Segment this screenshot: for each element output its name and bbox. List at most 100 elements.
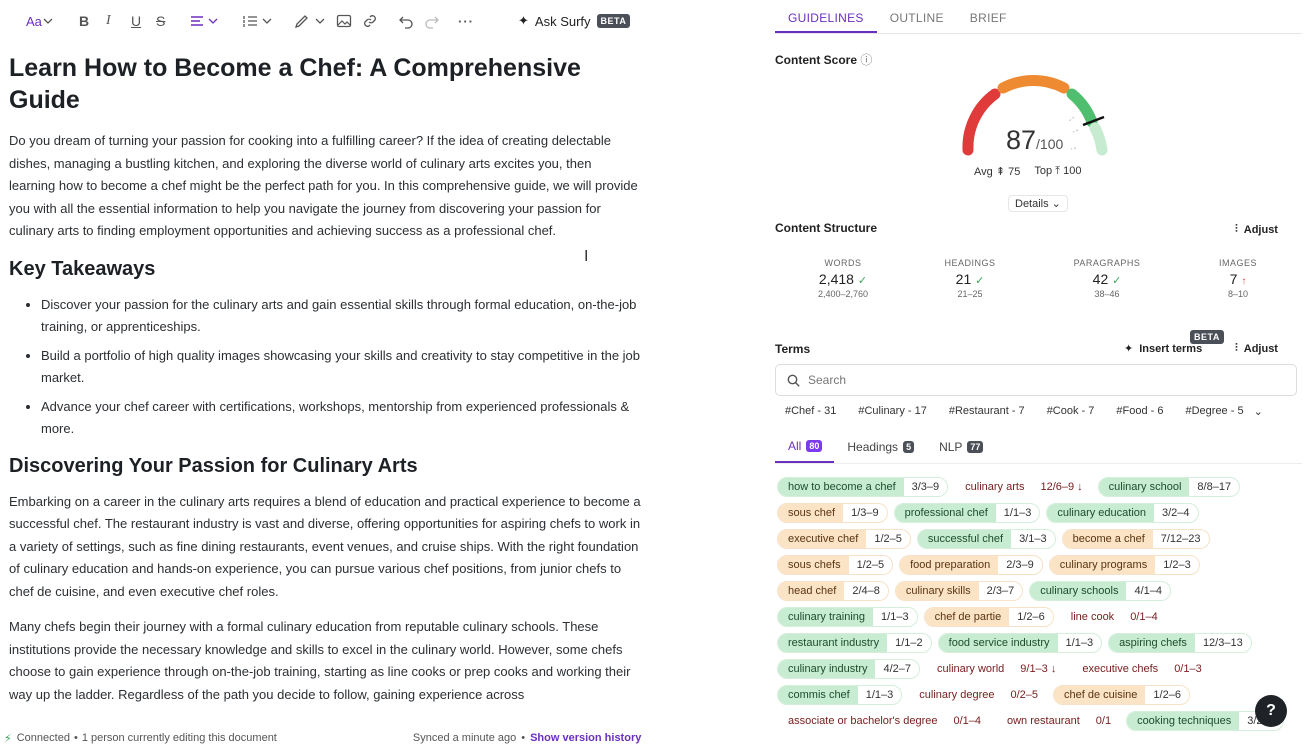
version-history-link[interactable]: Show version history: [530, 732, 642, 744]
help-button[interactable]: ?: [1255, 695, 1287, 727]
tab-nlp[interactable]: NLP 77: [926, 436, 995, 463]
avg-score: Avg ⇞ 75: [974, 166, 1021, 178]
connection-status: Connected: [16, 732, 70, 744]
more-options-button[interactable]: ···: [458, 13, 474, 29]
takeaways-list: Discover your passion for the culinary a…: [41, 294, 641, 441]
insert-link-button[interactable]: [362, 12, 378, 30]
chevron-down-icon[interactable]: ⌄: [1253, 406, 1263, 418]
term-chip[interactable]: professional chef 1/1–3: [893, 503, 1041, 523]
info-icon[interactable]: ⓘ: [860, 53, 873, 67]
italic-button[interactable]: I: [106, 13, 111, 28]
term-chip[interactable]: culinary programs 1/2–3: [1048, 555, 1200, 575]
term-count: 1/2–6: [1153, 689, 1181, 701]
font-label: Aa: [26, 13, 42, 29]
list-item[interactable]: Build a portfolio of high quality images…: [41, 345, 641, 390]
term-chip[interactable]: culinary degree 0/2–5: [908, 685, 1047, 705]
term-chip[interactable]: line cook 0/1–4: [1060, 607, 1167, 627]
term-name: executive chef: [778, 530, 867, 548]
term-chip[interactable]: sous chef 1/3–9: [777, 503, 888, 523]
intro-paragraph[interactable]: Do you dream of turning your passion for…: [9, 133, 638, 238]
paragraph[interactable]: Embarking on a career in the culinary ar…: [9, 493, 641, 599]
topic-filter[interactable]: #Cook - 7: [1046, 405, 1095, 417]
underline-button[interactable]: U: [131, 13, 142, 29]
text-cursor-icon: I: [584, 248, 589, 265]
document-title[interactable]: Learn How to Become a Chef: A Comprehens…: [9, 54, 581, 114]
term-name: cooking techniques: [1127, 712, 1240, 730]
bold-button[interactable]: B: [79, 13, 90, 29]
term-name: become a chef: [1062, 530, 1153, 548]
paragraph[interactable]: Many chefs begin their journey with a fo…: [9, 619, 631, 702]
tab-headings[interactable]: Headings 5: [834, 436, 926, 463]
term-chip[interactable]: sous chefs 1/2–5: [777, 555, 894, 575]
term-count: 2/3–7: [986, 585, 1015, 597]
adjust-terms-button[interactable]: ⫶ Adjust: [1235, 342, 1278, 355]
font-style-dropdown[interactable]: Aa: [26, 12, 54, 30]
term-chip[interactable]: own restaurant 0/1: [996, 711, 1120, 731]
term-chip[interactable]: commis chef 1/1–3: [777, 685, 903, 705]
check-icon: ✓: [1112, 275, 1122, 287]
term-chip[interactable]: cooking techniques3/2–9: [1126, 711, 1284, 731]
metric-paragraphs: PARAGRAPHS 42 ✓ 38–46: [1073, 258, 1141, 299]
list-item[interactable]: Advance your chef career with certificat…: [41, 396, 641, 441]
highlight-dropdown[interactable]: [294, 12, 326, 30]
term-name: culinary programs: [1049, 556, 1156, 574]
terms-search-input[interactable]: Search: [775, 364, 1297, 396]
term-chip[interactable]: become a chef 7/12–23: [1061, 529, 1210, 549]
arrow-up-icon: ↑: [1241, 276, 1247, 287]
term-name: culinary school: [1098, 478, 1190, 496]
term-count: 0/1–3: [1174, 663, 1202, 675]
adjust-structure-button[interactable]: ⫶ Adjust: [1235, 223, 1278, 236]
term-chip[interactable]: restaurant industry 1/1–2: [777, 633, 932, 653]
term-chip[interactable]: culinary skills 2/3–7: [894, 581, 1024, 601]
align-dropdown[interactable]: [190, 12, 220, 30]
term-name: commis chef: [778, 686, 858, 704]
term-chip[interactable]: chef de partie 1/2–6: [923, 607, 1054, 627]
tab-guidelines[interactable]: GUIDELINES: [775, 0, 877, 33]
list-dropdown[interactable]: [243, 12, 273, 30]
term-chip[interactable]: culinary education 3/2–4: [1046, 503, 1199, 523]
term-chip[interactable]: culinary training 1/1–3: [777, 607, 918, 627]
term-chip[interactable]: food preparation 2/3–9: [899, 555, 1043, 575]
redo-button[interactable]: [424, 12, 440, 30]
topic-filter[interactable]: #Restaurant - 7: [948, 405, 1025, 417]
chevron-down-icon: [43, 18, 53, 24]
term-count: 2/3–9: [1006, 559, 1034, 571]
list-item[interactable]: Discover your passion for the culinary a…: [41, 294, 641, 339]
document-editor[interactable]: Learn How to Become a Chef: A Comprehens…: [9, 52, 641, 724]
tab-outline[interactable]: OUTLINE: [889, 11, 944, 25]
term-chip[interactable]: food service industry 1/1–3: [937, 633, 1103, 653]
details-dropdown[interactable]: Details ⌄: [1008, 195, 1068, 212]
term-chip[interactable]: culinary school 8/8–17: [1097, 477, 1241, 497]
topic-filter[interactable]: #Culinary - 17: [858, 405, 927, 417]
term-chip[interactable]: head chef 2/4–8: [777, 581, 889, 601]
term-chip[interactable]: how to become a chef 3/3–9: [777, 477, 949, 497]
topic-filter[interactable]: #Degree - 5: [1185, 405, 1244, 417]
term-chip[interactable]: successful chef 3/1–3: [916, 529, 1056, 549]
term-chip[interactable]: chef de cuisine 1/2–6: [1053, 685, 1190, 705]
term-chip[interactable]: culinary industry 4/2–7: [777, 659, 921, 679]
term-chip[interactable]: executive chefs 0/1–3: [1071, 659, 1210, 679]
heading-key-takeaways[interactable]: Key Takeaways: [9, 257, 156, 280]
heading-discovering-passion[interactable]: Discovering Your Passion for Culinary Ar…: [9, 454, 418, 477]
tab-all[interactable]: All 80: [775, 436, 835, 463]
term-name: aspiring chefs: [1109, 634, 1195, 652]
insert-terms-button[interactable]: ✦ Insert terms: [1124, 342, 1203, 356]
term-chip[interactable]: associate or bachelor's degree 0/1–4: [777, 711, 990, 731]
term-name: culinary degree: [919, 689, 995, 701]
term-chip[interactable]: culinary world 9/1–3 ↓: [926, 659, 1065, 679]
insert-image-button[interactable]: [336, 12, 352, 30]
tab-brief[interactable]: BRIEF: [969, 11, 1007, 25]
term-chip[interactable]: culinary arts 12/6–9 ↓: [954, 477, 1092, 497]
term-chip[interactable]: executive chef 1/2–5: [777, 529, 911, 549]
editor-toolbar: Aa B I U S ··· ✦ Ask Surfy BETA: [0, 0, 760, 42]
term-count: 7/12–23: [1160, 533, 1201, 545]
strikethrough-button[interactable]: S: [156, 13, 166, 29]
content-structure-title: Content Structure: [775, 221, 877, 235]
term-chip[interactable]: culinary schools 4/1–4: [1029, 581, 1171, 601]
ask-surfy-button[interactable]: ✦ Ask Surfy BETA: [518, 12, 631, 30]
term-chip[interactable]: aspiring chefs 12/3–13: [1108, 633, 1252, 653]
term-count: 4/2–7: [883, 663, 912, 675]
undo-button[interactable]: [398, 12, 414, 30]
topic-filter[interactable]: #Food - 6: [1116, 405, 1164, 417]
topic-filter[interactable]: #Chef - 31: [785, 405, 837, 417]
